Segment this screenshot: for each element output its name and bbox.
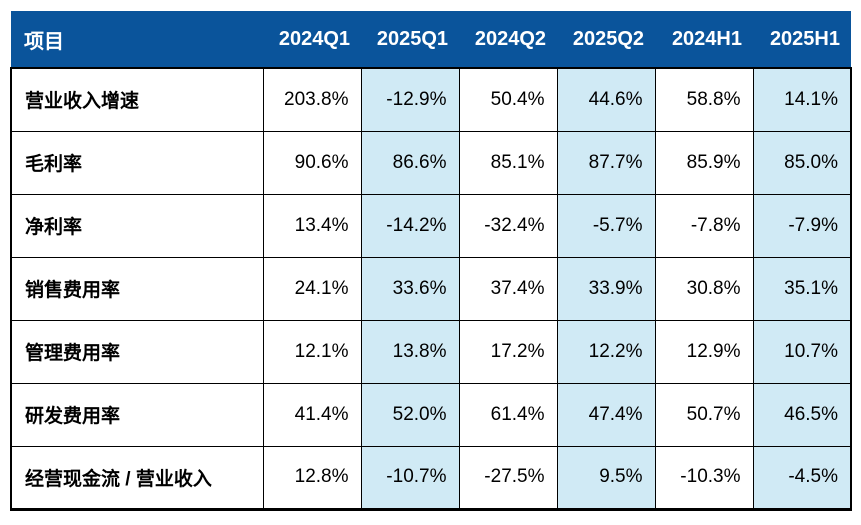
value-cell: 85.9%: [654, 130, 754, 195]
header-row: 项目 2024Q1 2025Q1 2024Q2 2025Q2 2024H1 20…: [11, 11, 851, 68]
value-cell: 52.0%: [360, 382, 460, 447]
table-row-admin-expense-ratio: 管理费用率 12.1% 13.8% 17.2% 12.2% 12.9% 10.7…: [10, 319, 852, 384]
row-label: 净利率: [10, 193, 264, 258]
value-cell: 12.1%: [262, 319, 362, 384]
table-row-rnd-expense-ratio: 研发费用率 41.4% 52.0% 61.4% 47.4% 50.7% 46.5…: [10, 382, 852, 447]
col-header-2024q1: 2024Q1: [263, 11, 361, 68]
col-header-2025q2: 2025Q2: [557, 11, 655, 68]
col-header-2024h1: 2024H1: [655, 11, 753, 68]
value-cell: -4.5%: [752, 445, 852, 511]
value-cell: 90.6%: [262, 130, 362, 195]
value-cell: 12.9%: [654, 319, 754, 384]
value-cell: -10.3%: [654, 445, 754, 511]
value-cell: 12.2%: [556, 319, 656, 384]
row-label: 销售费用率: [10, 256, 264, 321]
value-cell: 86.6%: [360, 130, 460, 195]
value-cell: 61.4%: [458, 382, 558, 447]
table-row-operating-cashflow-to-revenue: 经营现金流 / 营业收入 12.8% -10.7% -27.5% 9.5% -1…: [10, 445, 852, 511]
table-row-net-margin: 净利率 13.4% -14.2% -32.4% -5.7% -7.8% -7.9…: [10, 193, 852, 258]
value-cell: 9.5%: [556, 445, 656, 511]
table-row-selling-expense-ratio: 销售费用率 24.1% 33.6% 37.4% 33.9% 30.8% 35.1…: [10, 256, 852, 321]
financial-metrics-table: 项目 2024Q1 2025Q1 2024Q2 2025Q2 2024H1 20…: [10, 11, 852, 511]
value-cell: 58.8%: [654, 67, 754, 132]
value-cell: 13.8%: [360, 319, 460, 384]
value-cell: 47.4%: [556, 382, 656, 447]
table-row-revenue-growth: 营业收入增速 203.8% -12.9% 50.4% 44.6% 58.8% 1…: [10, 67, 852, 132]
value-cell: -14.2%: [360, 193, 460, 258]
value-cell: 17.2%: [458, 319, 558, 384]
value-cell: 50.4%: [458, 67, 558, 132]
value-cell: 41.4%: [262, 382, 362, 447]
table-header: 项目 2024Q1 2025Q1 2024Q2 2025Q2 2024H1 20…: [11, 11, 851, 68]
value-cell: 33.9%: [556, 256, 656, 321]
value-cell: 33.6%: [360, 256, 460, 321]
value-cell: -5.7%: [556, 193, 656, 258]
value-cell: 10.7%: [752, 319, 852, 384]
value-cell: 85.1%: [458, 130, 558, 195]
value-cell: -32.4%: [458, 193, 558, 258]
row-label: 营业收入增速: [10, 67, 264, 132]
value-cell: 50.7%: [654, 382, 754, 447]
value-cell: -7.9%: [752, 193, 852, 258]
value-cell: 24.1%: [262, 256, 362, 321]
row-label: 毛利率: [10, 130, 264, 195]
value-cell: -12.9%: [360, 67, 460, 132]
col-header-2025q1: 2025Q1: [361, 11, 459, 68]
value-cell: -27.5%: [458, 445, 558, 511]
value-cell: 44.6%: [556, 67, 656, 132]
value-cell: -10.7%: [360, 445, 460, 511]
value-cell: 87.7%: [556, 130, 656, 195]
table-body: 营业收入增速 203.8% -12.9% 50.4% 44.6% 58.8% 1…: [10, 67, 852, 511]
col-header-item: 项目: [11, 11, 263, 68]
value-cell: 14.1%: [752, 67, 852, 132]
value-cell: 30.8%: [654, 256, 754, 321]
value-cell: -7.8%: [654, 193, 754, 258]
value-cell: 13.4%: [262, 193, 362, 258]
value-cell: 37.4%: [458, 256, 558, 321]
value-cell: 46.5%: [752, 382, 852, 447]
row-label: 管理费用率: [10, 319, 264, 384]
value-cell: 12.8%: [262, 445, 362, 511]
row-label: 研发费用率: [10, 382, 264, 447]
table-row-gross-margin: 毛利率 90.6% 86.6% 85.1% 87.7% 85.9% 85.0%: [10, 130, 852, 195]
row-label: 经营现金流 / 营业收入: [10, 445, 264, 511]
value-cell: 35.1%: [752, 256, 852, 321]
col-header-2025h1: 2025H1: [753, 11, 851, 68]
col-header-2024q2: 2024Q2: [459, 11, 557, 68]
value-cell: 85.0%: [752, 130, 852, 195]
value-cell: 203.8%: [262, 67, 362, 132]
